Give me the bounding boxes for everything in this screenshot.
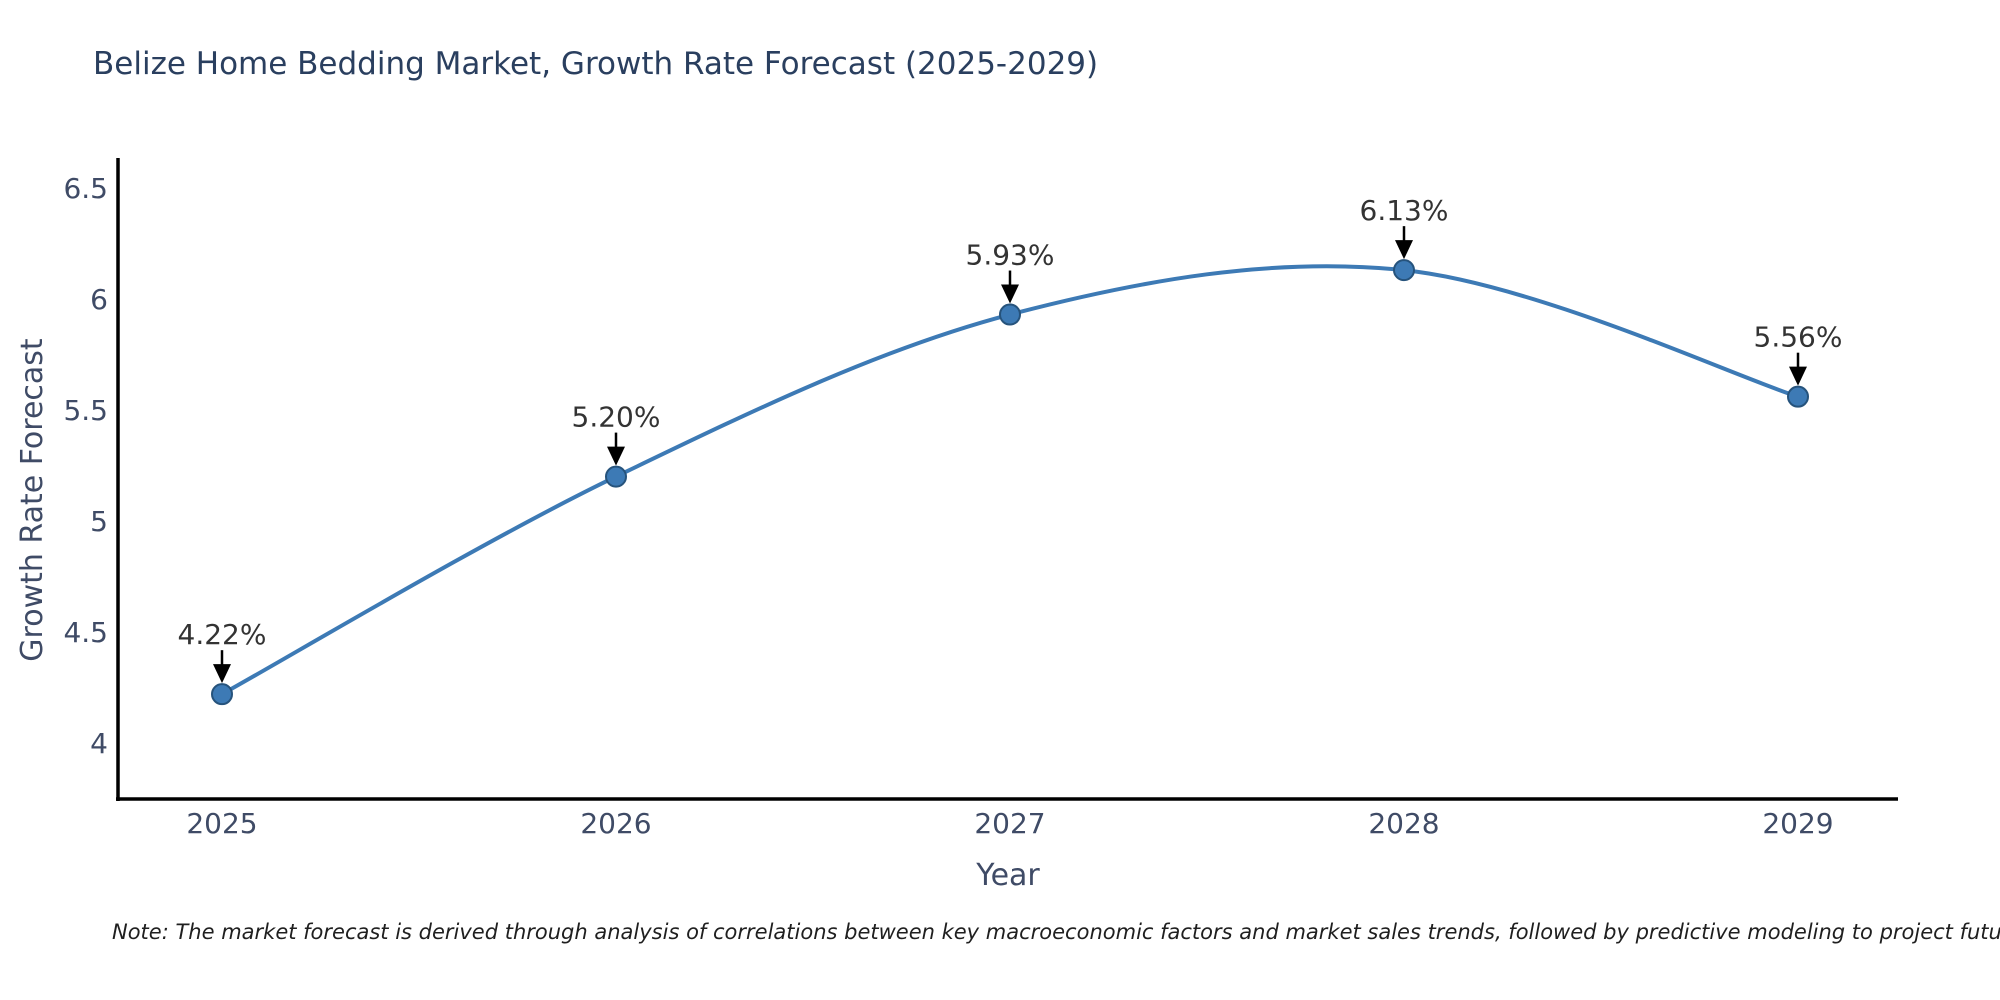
point-label: 4.22% [178,618,267,651]
data-point-marker [605,465,627,488]
x-tick-label: 2026 [580,807,651,840]
chart-footnote: Note: The market forecast is derived thr… [112,920,2000,944]
data-point-marker [1787,385,1809,408]
point-label: 6.13% [1360,194,1449,227]
x-tick-label: 2029 [1762,807,1833,840]
data-point-marker [211,683,233,706]
point-label: 5.56% [1754,321,1843,354]
y-axis-title: Growth Rate Forecast [15,338,50,662]
trend-line [220,264,1800,697]
y-tick-label: 4 [90,727,108,760]
x-tick-label: 2025 [186,807,257,840]
x-axis-title: Year [975,858,1040,893]
annotation-arrow-head [1789,366,1807,386]
y-tick-label: 5.5 [63,394,108,427]
y-tick-label: 6 [90,283,108,316]
chart-title: Belize Home Bedding Market, Growth Rate … [93,46,1099,82]
y-tick-label: 5 [90,505,108,538]
annotation-arrow-head [213,664,231,684]
point-label: 5.20% [572,401,661,434]
x-tick-label: 2027 [974,807,1045,840]
data-point-marker [999,303,1021,326]
annotation-arrow-head [607,446,625,466]
annotation-arrow-head [1001,284,1019,304]
y-tick-label: 4.5 [63,616,108,649]
data-point-marker [1393,259,1415,282]
point-label: 5.93% [966,239,1055,272]
x-tick-label: 2028 [1368,807,1439,840]
y-tick-label: 6.5 [63,172,108,205]
annotation-arrow-head [1395,240,1413,260]
